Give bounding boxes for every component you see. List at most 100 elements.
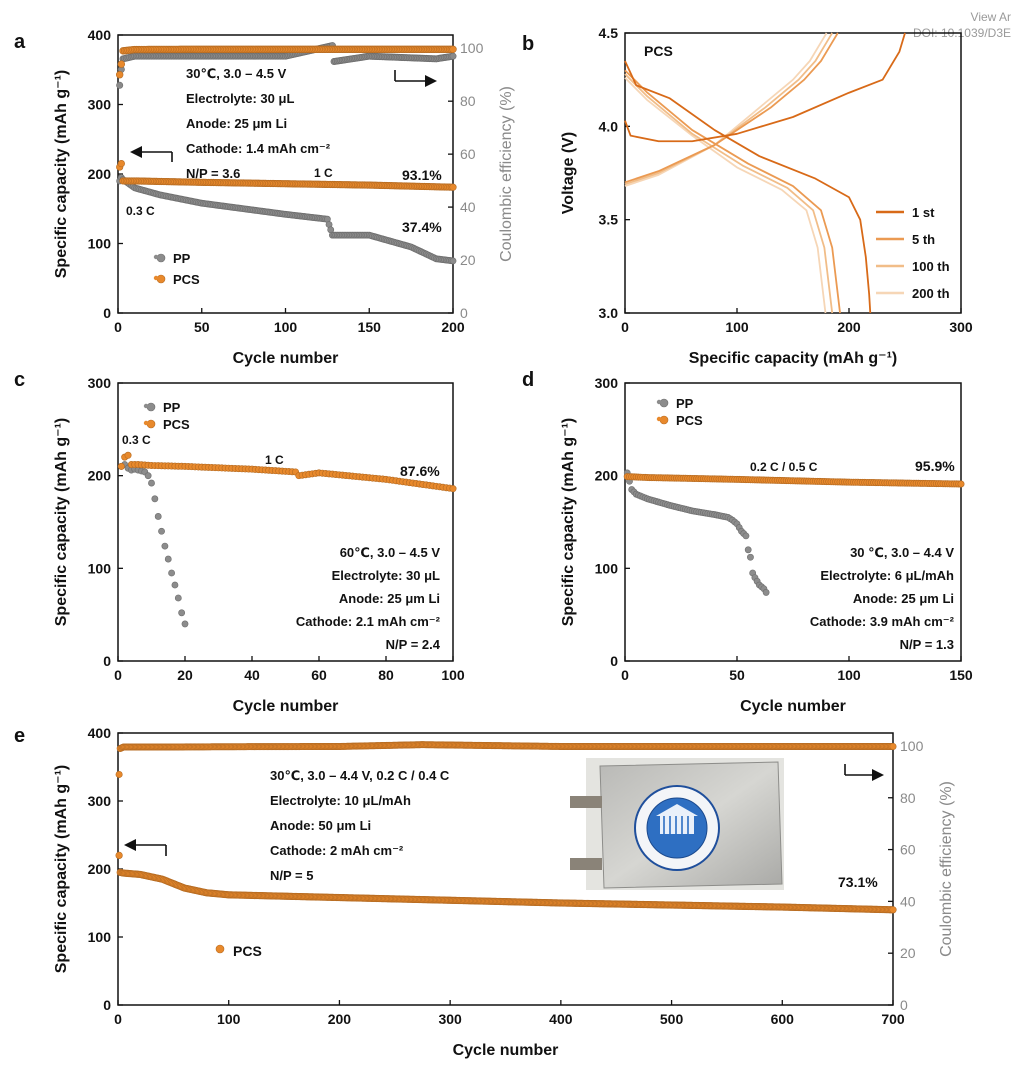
x-tick-label: 20 [177, 667, 193, 683]
pcs-ce-point [449, 45, 457, 53]
y-tick-label: 0 [610, 653, 618, 669]
legend-label: PP [163, 400, 181, 415]
y-tick-label: 3.5 [599, 212, 619, 228]
condition-text: Anode: 25 μm Li [853, 591, 954, 606]
curve-discharge [624, 69, 841, 314]
axis-arrow-head [130, 146, 142, 158]
y-tick-label: 400 [88, 725, 112, 741]
panel-e: e0 100 200 300 400 500 600 7000100200300400Cycl… [14, 725, 955, 1059]
pp-point [168, 569, 175, 577]
y2-tick-label: 0 [900, 997, 908, 1013]
x-tick-label: 0 [114, 667, 122, 683]
x-tick-label: 200 [328, 1011, 352, 1027]
x-axis-label: Specific capacity (mAh g⁻¹) [689, 350, 898, 367]
legend-label: 100 th [912, 259, 950, 274]
condition-text: 30 ℃, 3.0 – 4.4 V [850, 545, 954, 560]
pp-ce-point [116, 81, 124, 89]
y2-tick-label: 20 [900, 945, 916, 961]
pp-point [742, 532, 750, 540]
pcs-point [117, 159, 125, 168]
pouch-cell-photo [570, 758, 784, 890]
y2-tick-label: 40 [460, 199, 476, 215]
y2-tick-label: 100 [900, 738, 924, 754]
x-tick-label: 700 [881, 1011, 905, 1027]
pp-point [151, 495, 159, 503]
pcs-ce-point [117, 60, 126, 68]
x-tick-label: 100 [837, 667, 861, 683]
pp-point [154, 513, 162, 520]
curve-discharge [624, 60, 872, 314]
chart-title: PCS [644, 43, 673, 59]
pcs-ce-point [889, 742, 897, 750]
legend-marker [659, 398, 669, 408]
curve-discharge [624, 73, 834, 314]
x-tick-label: 60 [311, 667, 327, 683]
legend-label: 1 st [912, 205, 935, 220]
curve-charge [624, 32, 833, 186]
curve-charge [624, 32, 839, 184]
y-tick-label: 4.0 [599, 118, 619, 134]
y2-axis-label: Coulombic efficiency (%) [498, 86, 515, 262]
plot-frame [624, 32, 962, 314]
y-axis-label: Specific capacity (mAh g⁻¹) [53, 418, 70, 627]
pcs-point [449, 485, 457, 493]
x-tick-label: 200 [837, 319, 861, 335]
pp-point [174, 594, 182, 602]
x-tick-label: 50 [729, 667, 745, 683]
y-axis-label: Specific capacity (mAh g⁻¹) [53, 70, 70, 279]
y-tick-label: 100 [88, 236, 112, 252]
pp-point [181, 620, 189, 628]
axis-arrow-head [872, 769, 884, 781]
rate-label: 0.3 C [122, 433, 151, 447]
condition-text: N/P = 1.3 [900, 637, 954, 652]
legend-marker [656, 399, 662, 405]
legend-marker [146, 419, 156, 429]
y2-tick-label: 40 [900, 893, 916, 909]
seal-building [660, 816, 694, 834]
axis-arrow-head [124, 839, 136, 851]
y2-tick-label: 60 [900, 842, 916, 858]
x-tick-label: 500 [660, 1011, 684, 1027]
view-article-link[interactable]: View Ar [970, 10, 1011, 24]
y-tick-label: 0 [103, 997, 111, 1013]
pp-point [762, 589, 770, 596]
panel-label: d [522, 369, 534, 391]
x-tick-label: 400 [549, 1011, 573, 1027]
axis-arrow-head [425, 75, 437, 87]
panel-d: d 0 50 100 150 0 100 200 300 Cycle number Specific… [522, 369, 973, 715]
pp-point [144, 472, 152, 480]
plot-frame [624, 382, 962, 662]
doi-link[interactable]: DOI: 10.1039/D3E [912, 26, 1011, 40]
pcs-point [124, 451, 132, 459]
rate-label: 0.2 C / 0.5 C [750, 460, 818, 474]
x-tick-label: 0 [621, 667, 629, 683]
panel-label: c [14, 369, 25, 391]
y-tick-label: 400 [88, 27, 112, 43]
panel-c: c 0 20 40 60 80 100 0 100 200 300 Cycle number Speci… [14, 369, 465, 715]
legend-label: 200 th [912, 286, 950, 301]
condition-text: 30℃, 3.0 – 4.5 V [186, 66, 287, 81]
condition-text: Electrolyte: 6 μL/mAh [820, 568, 954, 583]
y-tick-label: 200 [88, 166, 112, 182]
y-tick-label: 200 [88, 861, 112, 877]
y-axis-label: Specific capacity (mAh g⁻¹) [560, 418, 577, 627]
y-axis-label: Voltage (V) [560, 132, 577, 214]
x-tick-label: 80 [378, 667, 394, 683]
legend-marker [153, 275, 159, 281]
condition-text: N/P = 3.6 [186, 166, 240, 181]
y-tick-label: 100 [88, 560, 112, 576]
pp-point [178, 609, 186, 617]
x-tick-label: 0 [621, 319, 629, 335]
panel-label: e [14, 725, 25, 747]
condition-text: Anode: 25 μm Li [186, 116, 287, 131]
y-tick-label: 300 [595, 375, 619, 391]
condition-text: Anode: 25 μm Li [339, 591, 440, 606]
legend-marker [156, 253, 166, 263]
y2-tick-label: 60 [460, 146, 476, 162]
pp-point [148, 479, 155, 487]
legend-label: PCS [163, 417, 190, 432]
legend-label: PCS [676, 413, 703, 428]
negative-tab [570, 858, 602, 870]
